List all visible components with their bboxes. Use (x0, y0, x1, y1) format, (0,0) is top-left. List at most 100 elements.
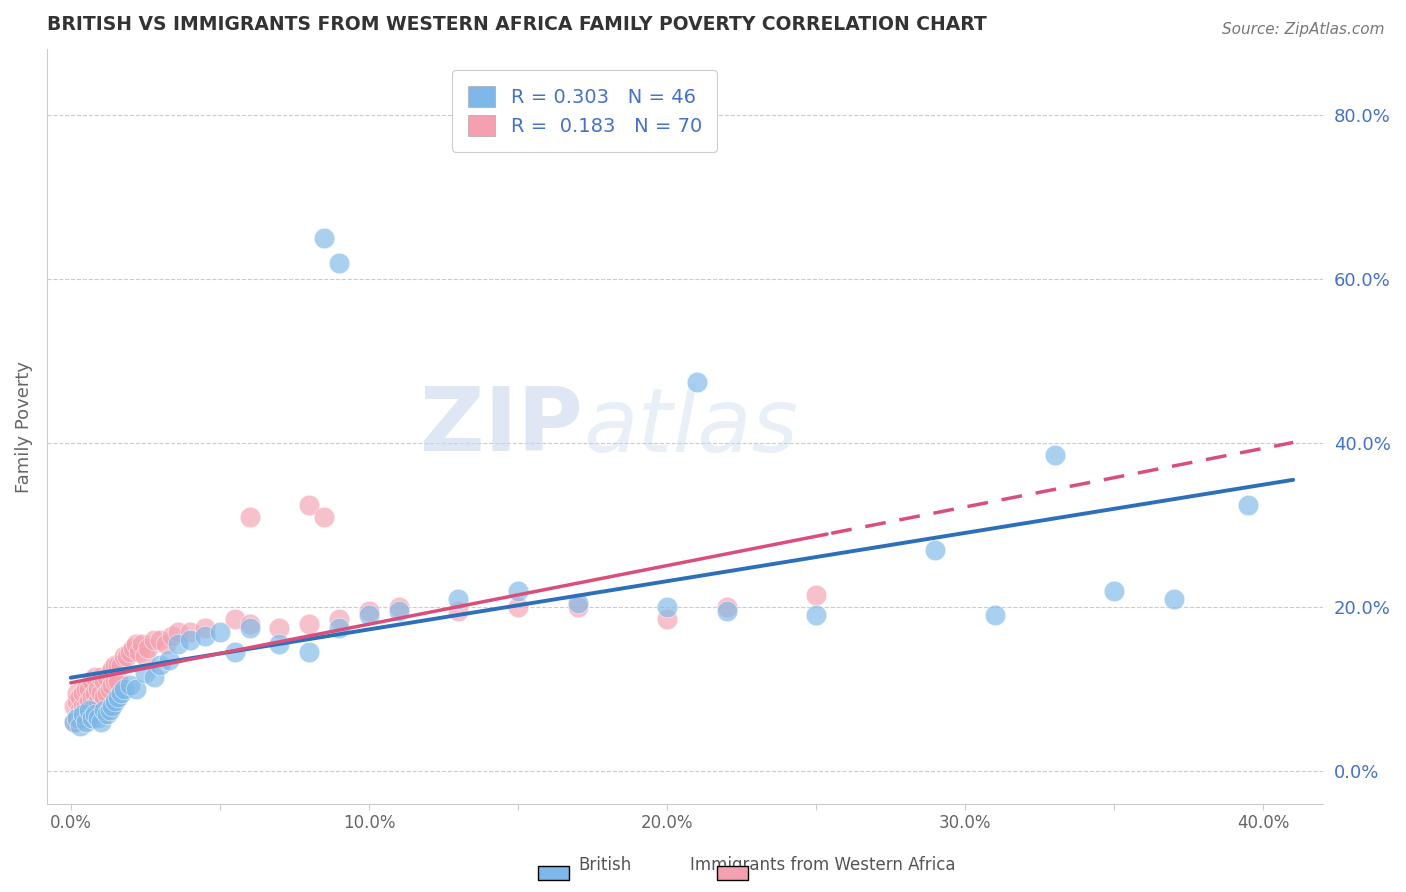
Point (75, 711, 97, 725)
Point (66, 711, 89, 725)
Point (69, 690, 91, 705)
Point (239, 616, 262, 631)
Point (72, 706, 94, 721)
Point (110, 657, 132, 672)
Point (167, 624, 190, 639)
Point (62, 698, 84, 713)
Point (83, 686, 105, 700)
Point (96, 706, 118, 721)
Point (160, 629, 183, 643)
Point (134, 665, 156, 680)
Point (567, 600, 589, 615)
Point (179, 624, 201, 639)
Point (208, 624, 231, 639)
Point (96, 686, 118, 700)
Point (716, 600, 738, 615)
Point (83, 698, 105, 713)
Text: ZIP: ZIP (420, 384, 583, 470)
Point (104, 694, 127, 708)
Text: Immigrants from Western Africa: Immigrants from Western Africa (690, 855, 955, 873)
Point (269, 637, 291, 651)
Point (655, 612, 678, 626)
Point (149, 657, 172, 672)
Point (120, 645, 142, 659)
Point (128, 645, 150, 659)
Legend: R = 0.303   N = 46, R =  0.183   N = 70: R = 0.303 N = 46, R = 0.183 N = 70 (453, 70, 717, 152)
Point (98, 665, 121, 680)
Point (125, 682, 148, 697)
Point (80, 703, 103, 717)
Point (179, 632, 201, 647)
Point (83, 670, 105, 684)
Point (117, 649, 139, 664)
Point (83, 706, 105, 721)
Point (86, 711, 108, 725)
Point (112, 649, 135, 664)
Point (86, 682, 108, 697)
Point (567, 596, 589, 610)
Point (69, 706, 91, 721)
Point (80, 673, 103, 688)
Point (125, 637, 148, 651)
Text: BRITISH VS IMMIGRANTS FROM WESTERN AFRICA FAMILY POVERTY CORRELATION CHART: BRITISH VS IMMIGRANTS FROM WESTERN AFRIC… (46, 15, 987, 34)
Point (98, 703, 121, 717)
Point (69, 719, 91, 733)
Point (388, 604, 411, 618)
Point (107, 657, 129, 672)
Point (194, 629, 217, 643)
Text: British: British (578, 855, 631, 873)
Point (357, 608, 380, 623)
Y-axis label: Family Poverty: Family Poverty (15, 360, 32, 492)
Point (136, 641, 159, 656)
Point (269, 621, 291, 635)
Point (90, 670, 112, 684)
Point (804, 588, 827, 602)
Point (314, 510, 336, 524)
Point (447, 604, 470, 618)
Point (104, 657, 127, 672)
Point (77, 706, 100, 721)
Point (328, 255, 350, 269)
Point (224, 645, 246, 659)
Point (686, 375, 709, 389)
Point (96, 670, 118, 684)
Point (314, 231, 336, 245)
Point (143, 632, 166, 647)
Point (1163, 591, 1185, 606)
Point (804, 608, 827, 623)
Point (506, 600, 529, 615)
Point (328, 621, 350, 635)
Point (134, 649, 156, 664)
Point (77, 703, 100, 717)
Point (357, 604, 380, 618)
Text: atlas: atlas (583, 384, 797, 470)
Point (72, 698, 94, 713)
Point (149, 632, 172, 647)
Text: Source: ZipAtlas.com: Source: ZipAtlas.com (1222, 22, 1385, 37)
Point (131, 637, 153, 651)
Point (155, 637, 177, 651)
Point (107, 673, 129, 688)
Point (66, 711, 89, 725)
Point (75, 682, 97, 697)
Point (716, 604, 738, 618)
Point (66, 686, 89, 700)
Point (122, 641, 145, 656)
Point (80, 711, 103, 725)
Point (1237, 498, 1260, 512)
Point (72, 686, 94, 700)
Point (69, 703, 91, 717)
Point (194, 621, 217, 635)
Point (655, 600, 678, 615)
Point (447, 591, 470, 606)
Point (77, 682, 100, 697)
Point (112, 682, 135, 697)
Point (93, 690, 115, 705)
Point (388, 600, 411, 615)
Point (167, 637, 190, 651)
Point (90, 714, 112, 729)
Point (110, 686, 132, 700)
Point (101, 678, 124, 692)
Point (90, 698, 112, 713)
Point (93, 673, 115, 688)
